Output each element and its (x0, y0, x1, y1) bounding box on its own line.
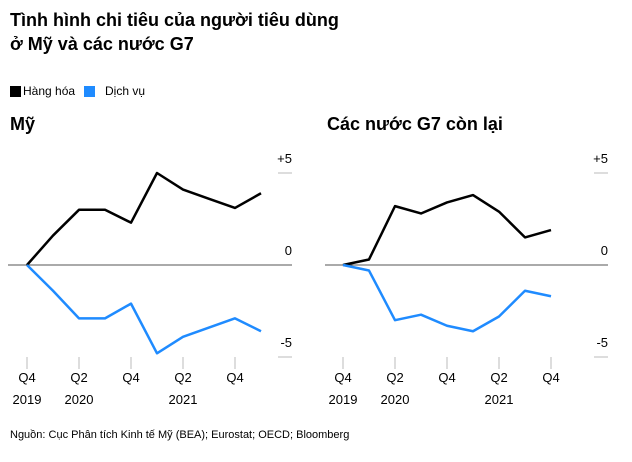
x-tick-label: Q2 2020 (64, 370, 94, 407)
legend-label: Hàng hóa (23, 84, 76, 98)
x-tick-label: Q4 (438, 370, 456, 385)
x-tick-label: Q4 2019 (12, 370, 42, 407)
legend-swatch (84, 86, 95, 97)
x-tick-label: Q4 (542, 370, 560, 385)
line-series (26, 171, 262, 266)
x-tick-label: Q2 2021 (168, 370, 198, 407)
y-tick-label: -5 (280, 335, 292, 350)
line-series (342, 193, 552, 267)
line-series (342, 263, 552, 333)
y-tick-label: 0 (284, 243, 292, 258)
legend-swatch (10, 86, 21, 97)
panel-title: Các nước G7 còn lại (327, 114, 503, 134)
legend-label: Dịch vụ (105, 84, 146, 98)
chart-title: Tình hình chi tiêu của người tiêu dùng ở… (10, 10, 339, 54)
x-tick-label: Q4 2019 (328, 370, 358, 407)
x-tick-label: Q4 (226, 370, 244, 385)
y-tick-label: -5 (596, 335, 608, 350)
source: Nguồn: Cục Phân tích Kinh tế Mỹ (BEA); E… (10, 429, 350, 441)
y-tick-label: +5 (277, 151, 292, 166)
line-series (26, 264, 262, 355)
panel-title: Mỹ (10, 114, 36, 134)
y-tick-label: 0 (600, 243, 608, 258)
x-tick-label: Q2 2020 (380, 370, 410, 407)
y-tick-label: +5 (593, 151, 608, 166)
x-tick-label: Q2 2021 (484, 370, 514, 407)
x-tick-label: Q4 (122, 370, 140, 385)
